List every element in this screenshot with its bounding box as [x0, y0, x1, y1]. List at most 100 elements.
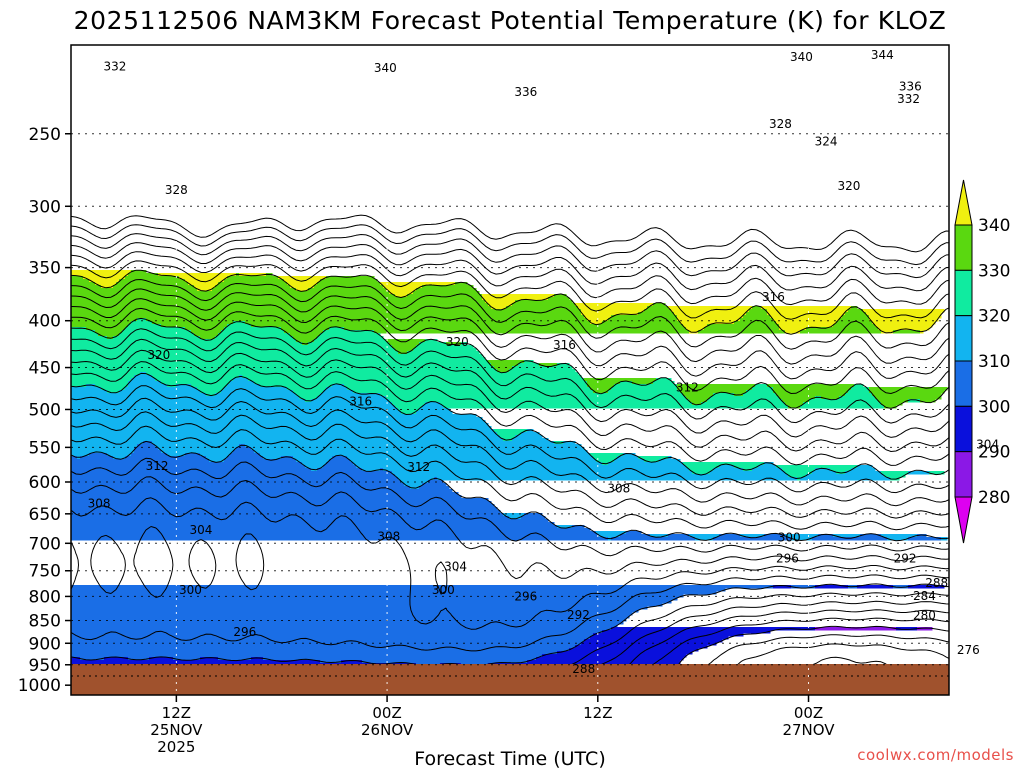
contour-label: 300 [778, 531, 801, 545]
colorbar-label: 300 [978, 397, 1010, 417]
x-tick-label: 26NOV [361, 721, 414, 739]
contour-label: 328 [165, 183, 188, 197]
contour-label: 308 [377, 529, 400, 543]
contour-332k [71, 307, 949, 394]
contour-label: 296 [233, 625, 256, 639]
y-tick-label: 950 [29, 656, 61, 676]
y-tick-label: 900 [29, 634, 61, 654]
contour-label: 292 [894, 551, 917, 565]
y-tick-label: 300 [29, 197, 61, 217]
contour-334k [71, 298, 949, 380]
contour-300k [71, 583, 949, 667]
contour-342k [71, 260, 949, 320]
contour-label: 288 [572, 662, 595, 676]
colorbar-band [954, 269, 973, 317]
contour-318k [71, 385, 949, 494]
contour-348k [71, 233, 949, 279]
contour-label: 280 [913, 608, 936, 622]
contour-290k [670, 625, 949, 695]
colorbar-label: 340 [978, 216, 1010, 236]
contour-label: 340 [374, 61, 397, 75]
contour-label: 324 [815, 135, 838, 149]
y-tick-label: 650 [29, 505, 61, 525]
colorbar-label: 290 [978, 443, 1010, 463]
contour-350k [71, 224, 949, 266]
y-tick-label: 800 [29, 587, 61, 607]
contour-label: 296 [514, 589, 537, 603]
x-tick-label: 12Z [162, 704, 191, 722]
contour-label: 292 [567, 608, 590, 622]
contour-316k [71, 397, 949, 507]
contour-label: 304 [976, 437, 999, 451]
colorbar-band [954, 315, 973, 362]
contour-330k [71, 317, 949, 409]
contour-label: 316 [553, 338, 576, 352]
contour-label: 320 [446, 335, 469, 349]
colorbar-label: 330 [978, 261, 1010, 281]
contour-340k [71, 269, 949, 335]
contour-label: 316 [349, 394, 372, 408]
plot-frame [70, 44, 950, 696]
contour-label: 332 [897, 92, 920, 106]
y-tick-label: 500 [29, 400, 61, 420]
contour-352k [71, 214, 949, 253]
contour-label: 344 [871, 48, 894, 62]
x-tick-label: 12Z [583, 704, 612, 722]
contour-324k [71, 349, 949, 452]
contour-306k [71, 476, 949, 580]
contour-302k [71, 526, 949, 652]
x-tick-label: 00Z [372, 704, 401, 722]
x-axis-label: Forecast Time (UTC) [414, 748, 605, 768]
colorbar-band [954, 451, 973, 498]
contour-label: 308 [88, 496, 111, 510]
x-tick-label: 00Z [794, 704, 823, 722]
contour-320k [71, 372, 949, 480]
chart-title: 2025112506 NAM3KM Forecast Potential Tem… [74, 6, 947, 35]
contour-label: 312 [676, 380, 699, 394]
contour-label: 300 [432, 583, 455, 597]
y-tick-label: 750 [29, 562, 61, 582]
contour-338k [71, 279, 949, 350]
y-tick-label: 250 [29, 125, 61, 145]
contour-346k [71, 242, 949, 292]
colorbar-band [954, 224, 973, 271]
contour-344k [71, 251, 949, 306]
colorbar-band [954, 360, 973, 407]
ground-surface [71, 664, 949, 695]
contour-314k [71, 411, 949, 519]
contour-label: 276 [957, 643, 980, 657]
colorbar: 340 330 320 310 300 290 280 [954, 179, 1010, 544]
contour-326k [71, 338, 949, 438]
y-tick-label: 550 [29, 438, 61, 458]
temperature-field [71, 270, 948, 695]
y-tick-label: 600 [29, 473, 61, 493]
y-tick-label: 850 [29, 612, 61, 632]
contour-label: 284 [913, 589, 936, 603]
contour-label: 308 [607, 482, 630, 496]
contour-322k [71, 361, 949, 466]
contour-label: 300 [179, 583, 202, 597]
y-tick-label: 450 [29, 359, 61, 379]
x-tick-label: 2025 [157, 738, 195, 756]
contour-label: 304 [444, 559, 467, 573]
contour-label: 296 [776, 551, 799, 565]
contour-328k [71, 328, 949, 424]
y-tick-label: 350 [29, 259, 61, 279]
x-tick-label: 27NOV [782, 721, 835, 739]
contour-label: 316 [762, 290, 785, 304]
contour-label: 320 [147, 348, 170, 362]
colorbar-label: 310 [978, 352, 1010, 372]
contour-336k [71, 288, 949, 365]
contour-label: 288 [925, 576, 948, 590]
contour-label: 328 [769, 117, 792, 131]
colorbar-band [954, 405, 973, 453]
contour-label: 312 [407, 460, 430, 474]
x-tick-label: 25NOV [150, 721, 203, 739]
contour-label: 312 [146, 459, 169, 473]
contour-label: 336 [899, 80, 922, 94]
colorbar-label: 280 [978, 488, 1010, 508]
